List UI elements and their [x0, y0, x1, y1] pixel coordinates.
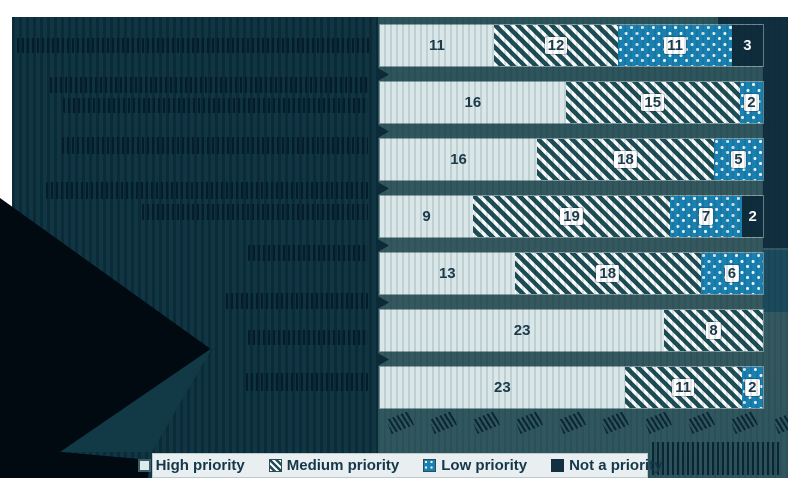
legend-swatch-low-icon [423, 459, 437, 472]
axis-tick-label-illegible [515, 411, 543, 434]
bar-row: 23 8 [380, 310, 763, 351]
bar-segment-medium: 18 [514, 253, 701, 294]
row-label-text-illegible [62, 137, 368, 154]
bar-segment-high: 23 [380, 367, 625, 408]
bar-segment-medium: 12 [493, 25, 619, 66]
bar-value-label: 8 [706, 322, 721, 339]
bar-segment-low: 7 [669, 196, 743, 237]
axis-tick-label-illegible [472, 411, 500, 434]
bar-value-label: 2 [748, 208, 757, 225]
chart-panel: 11 12 11 3 16 15 2 16 18 5 9 19 7 2 13 18 6 23 8 23 11 2 [12, 17, 788, 478]
bar-value-label: 23 [513, 322, 531, 339]
row-label-text-illegible [248, 330, 368, 345]
bar-segment-medium: 8 [664, 310, 763, 351]
bar-value-label: 2 [744, 94, 759, 111]
bar-row: 11 12 11 3 [380, 25, 763, 66]
bar-value-label: 3 [743, 37, 752, 54]
axis-tick-label-illegible [386, 411, 414, 434]
row-label-text-illegible [248, 245, 368, 261]
bar-segment-low: 2 [739, 82, 763, 123]
axis-tick-label-illegible [601, 411, 629, 434]
axis-tick-label-illegible [429, 411, 457, 434]
bar-segment-high: 16 [380, 82, 566, 123]
bar-value-label: 19 [560, 208, 583, 225]
title-text-illegible [17, 38, 369, 53]
bar-value-label: 2 [745, 379, 760, 396]
bar-value-label: 11 [664, 37, 686, 54]
bar-segment-low: 6 [700, 253, 763, 294]
bar-value-label: 23 [494, 379, 511, 396]
bar-value-label: 13 [438, 265, 456, 282]
bar-segment-medium: 19 [473, 196, 670, 237]
legend-item-notap: Not a priority [551, 457, 662, 474]
bar-row: 16 18 5 [380, 139, 763, 180]
legend-label: Not a priority [569, 457, 663, 474]
bar-value-label: 15 [641, 94, 665, 111]
bar-row: 9 19 7 2 [380, 196, 763, 237]
bar-value-label: 11 [672, 379, 695, 396]
bar-value-label: 11 [429, 37, 445, 54]
legend-label: High priority [155, 457, 245, 474]
bar-value-label: 7 [698, 208, 714, 225]
bar-segment-high: 16 [380, 139, 538, 180]
bar-segment-notap: 3 [731, 25, 763, 66]
bar-row: 16 15 2 [380, 82, 763, 123]
axis-tick-label-illegible [558, 411, 586, 434]
legend-swatch-high-icon [137, 459, 151, 472]
axis-tick-label-illegible [730, 411, 758, 434]
bar-segment-high: 11 [380, 25, 494, 66]
bar-segment-notap: 2 [742, 196, 763, 237]
row-label-text-illegible [46, 182, 368, 199]
bar-value-label: 6 [724, 265, 740, 282]
bar-value-label: 18 [596, 265, 620, 282]
legend-swatch-notap-icon [551, 459, 565, 472]
bar-value-label: 16 [464, 94, 482, 111]
bar-value-label: 18 [614, 151, 637, 168]
bar-row: 23 11 2 [380, 367, 763, 408]
blue-right-patch [763, 250, 788, 312]
legend-item-high: High priority [137, 457, 245, 474]
row-label-text-illegible [142, 204, 368, 220]
bar-value-label: 12 [544, 37, 568, 54]
legend-label: Medium priority [286, 457, 400, 474]
bar-value-label: 16 [450, 151, 467, 168]
row-label-text-illegible [226, 293, 368, 309]
row-labels-area-illegible [12, 17, 378, 478]
bar-row: 13 18 6 [380, 253, 763, 294]
bar-segment-low: 2 [741, 367, 763, 408]
bar-segment-high: 13 [380, 253, 515, 294]
legend: High priority Medium priority Low priority… [137, 453, 662, 478]
row-label-text-illegible [50, 77, 368, 93]
dark-corner-patch [718, 17, 788, 25]
source-note-illegible [652, 442, 780, 475]
dark-right-strip [763, 17, 788, 248]
bar-segment-medium: 11 [624, 367, 742, 408]
axis-tick-label-illegible [644, 411, 672, 434]
bar-value-label: 5 [731, 151, 746, 168]
bar-segment-low: 5 [713, 139, 763, 180]
legend-swatch-medium-icon [268, 459, 282, 472]
bar-segment-high: 23 [380, 310, 665, 351]
axis-tick-label-illegible [773, 411, 788, 434]
bar-segment-high: 9 [380, 196, 474, 237]
plot-area: 11 12 11 3 16 15 2 16 18 5 9 19 7 2 13 18 6 23 8 23 11 2 [378, 17, 788, 478]
bar-segment-low: 11 [618, 25, 732, 66]
bar-value-label: 9 [422, 208, 431, 225]
legend-item-medium: Medium priority [268, 457, 400, 474]
legend-item-low: Low priority [423, 457, 527, 474]
bar-segment-medium: 18 [537, 139, 714, 180]
legend-label: Low priority [441, 457, 528, 474]
row-label-text-illegible [63, 98, 368, 113]
bar-segment-medium: 15 [565, 82, 740, 123]
axis-tick-label-illegible [687, 411, 715, 434]
row-label-text-illegible [246, 373, 368, 391]
